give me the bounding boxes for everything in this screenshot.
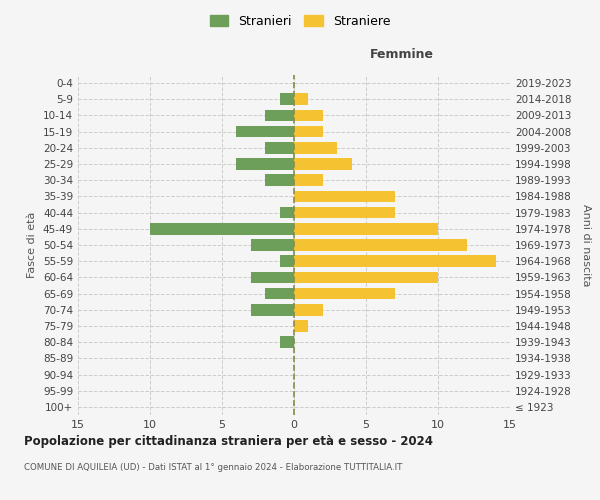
Bar <box>294 288 395 300</box>
Bar <box>236 126 294 138</box>
Bar <box>294 207 395 218</box>
Bar <box>294 174 323 186</box>
Bar <box>294 190 395 202</box>
Legend: Stranieri, Straniere: Stranieri, Straniere <box>206 11 394 32</box>
Bar <box>265 174 294 186</box>
Y-axis label: Anni di nascita: Anni di nascita <box>581 204 591 286</box>
Bar <box>280 256 294 267</box>
Bar <box>294 272 438 283</box>
Bar <box>294 223 438 234</box>
Bar <box>294 256 496 267</box>
Bar <box>265 288 294 300</box>
Bar <box>294 110 323 122</box>
Bar <box>265 110 294 122</box>
Bar <box>294 94 308 105</box>
Bar <box>294 158 352 170</box>
Bar <box>265 142 294 154</box>
Bar <box>294 239 467 251</box>
Y-axis label: Fasce di età: Fasce di età <box>28 212 37 278</box>
Bar <box>294 126 323 138</box>
Bar <box>280 207 294 218</box>
Bar <box>294 142 337 154</box>
Bar <box>251 272 294 283</box>
Bar <box>251 239 294 251</box>
Bar <box>280 336 294 348</box>
Text: COMUNE DI AQUILEIA (UD) - Dati ISTAT al 1° gennaio 2024 - Elaborazione TUTTITALI: COMUNE DI AQUILEIA (UD) - Dati ISTAT al … <box>24 462 403 471</box>
Text: Popolazione per cittadinanza straniera per età e sesso - 2024: Popolazione per cittadinanza straniera p… <box>24 435 433 448</box>
Bar <box>236 158 294 170</box>
Bar <box>294 304 323 316</box>
Bar <box>294 320 308 332</box>
Bar <box>251 304 294 316</box>
Bar <box>280 94 294 105</box>
Text: Femmine: Femmine <box>370 48 434 62</box>
Bar <box>150 223 294 234</box>
